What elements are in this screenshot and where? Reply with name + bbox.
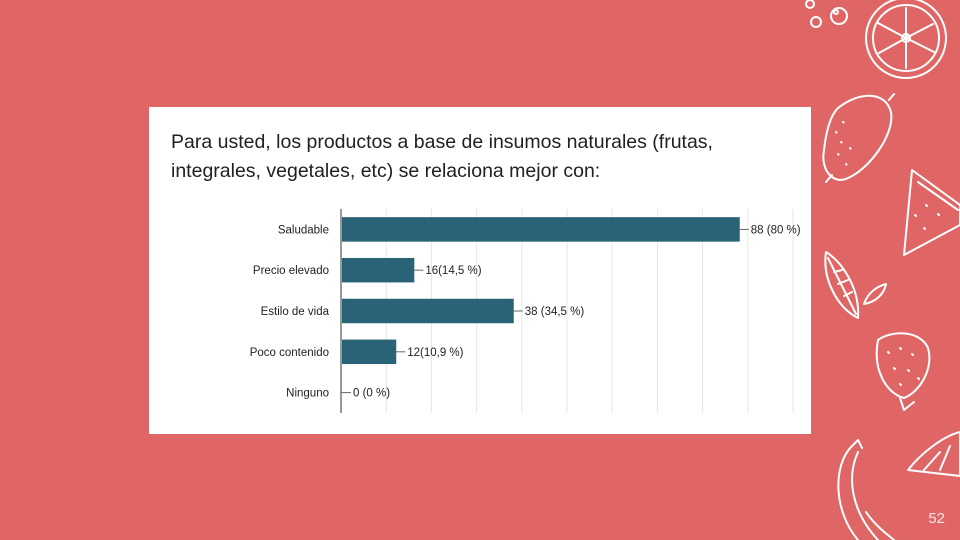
bar-chart: Saludable 88 (80 %) Precio elevado 16(14,5 … xyxy=(250,209,801,413)
small-leaf-icon xyxy=(863,283,887,305)
data-label: 16(14,5 %) xyxy=(425,265,481,277)
slide-number: 52 xyxy=(928,510,945,527)
data-label: 0 (0 %) xyxy=(353,388,390,400)
question-title: Para usted, los productos a base de insu… xyxy=(171,131,713,182)
category-label: Precio elevado xyxy=(253,265,329,277)
banana-icon xyxy=(837,439,895,540)
data-label: 38 (34,5 %) xyxy=(525,306,585,318)
bar xyxy=(342,217,740,242)
bar xyxy=(342,257,415,283)
category-label: Poco contenido xyxy=(250,347,329,359)
category-label: Ninguno xyxy=(286,388,329,400)
survey-result-card: Para usted, los productos a base de insu… xyxy=(149,107,811,434)
watermelon-slice-icon xyxy=(903,169,960,256)
category-label: Estilo de vida xyxy=(261,306,330,318)
lime-wedge-icon xyxy=(907,431,960,477)
data-label: 88 (80 %) xyxy=(751,224,801,236)
bar xyxy=(342,298,514,324)
lemon-icon xyxy=(822,93,895,183)
citrus-slice-icon xyxy=(865,0,947,79)
category-label: Saludable xyxy=(278,224,329,236)
data-label: 12(10,9 %) xyxy=(407,347,463,359)
bar xyxy=(342,339,397,365)
strawberry-icon xyxy=(875,332,931,411)
leaf-icon xyxy=(824,251,860,319)
bubbles-icon xyxy=(805,0,848,28)
